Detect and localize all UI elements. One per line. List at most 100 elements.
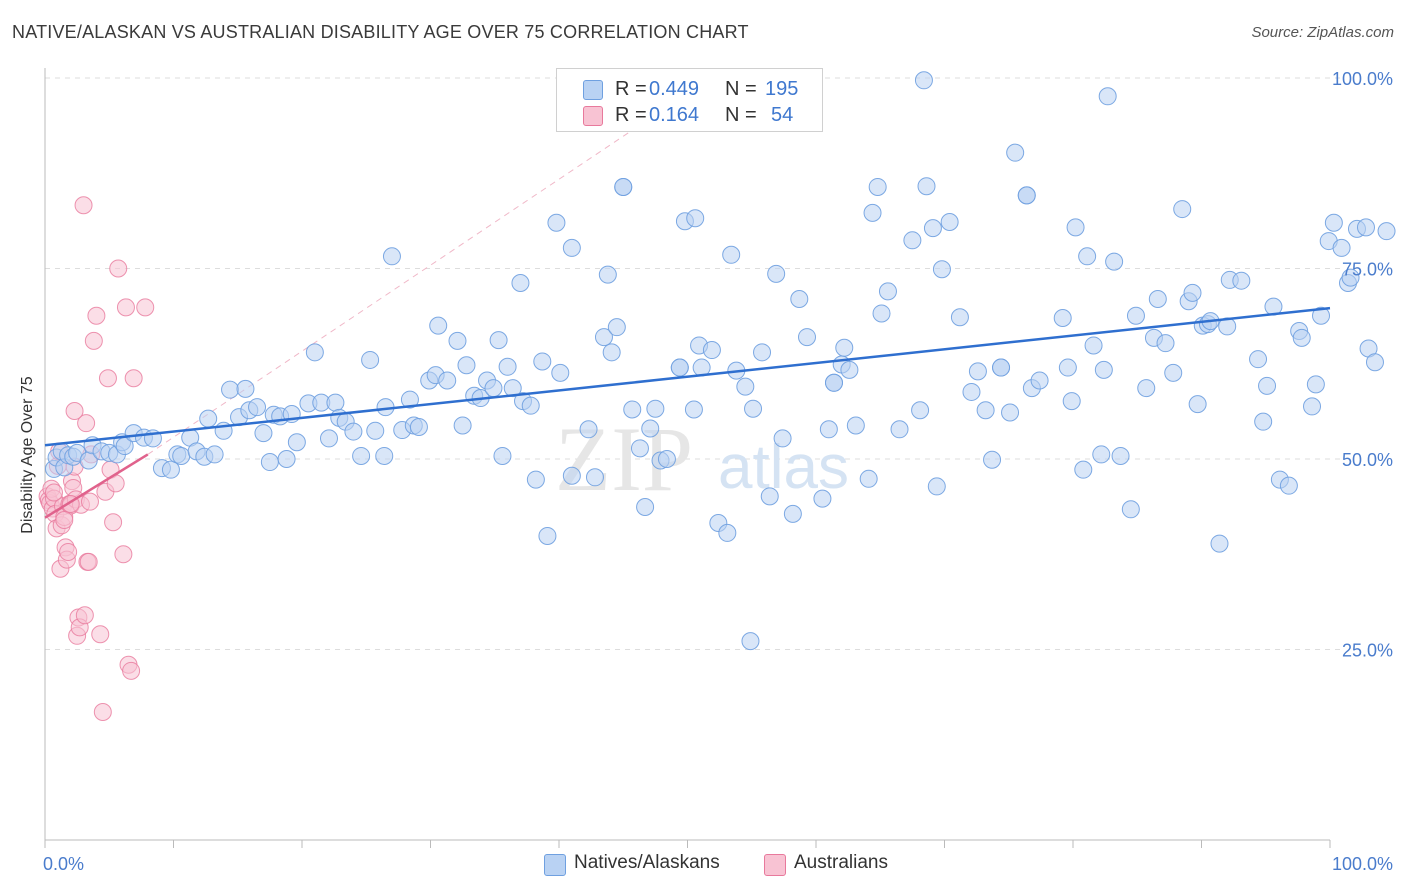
data-point-natives xyxy=(783,504,802,523)
stats-legend: R = 0.449 N = 195 R = 0.164 N = 54 xyxy=(556,68,823,132)
data-point-australians xyxy=(80,492,99,511)
data-point-natives xyxy=(1356,218,1375,237)
data-point-natives xyxy=(607,318,626,337)
r-label: R = xyxy=(615,78,647,100)
data-point-natives xyxy=(962,382,981,401)
axes xyxy=(44,68,1331,848)
data-point-natives xyxy=(1058,358,1077,377)
data-point-natives xyxy=(438,371,457,390)
data-point-natives xyxy=(484,379,503,398)
pink-swatch xyxy=(583,106,603,126)
tick-labels: 25.0% 50.0% 75.0% 100.0% 0.0% 100.0% xyxy=(43,69,1393,874)
data-point-australians xyxy=(87,306,106,325)
data-point-natives xyxy=(602,343,621,362)
legend-label: Natives/Alaskans xyxy=(574,852,720,873)
data-point-natives xyxy=(254,424,273,443)
data-point-natives xyxy=(205,445,224,464)
data-point-natives xyxy=(448,331,467,350)
data-point-natives xyxy=(1312,306,1331,325)
data-point-natives xyxy=(1053,309,1072,328)
data-point-natives xyxy=(1292,328,1311,347)
r-value: 0.164 xyxy=(649,104,700,126)
y-tick-label: 75.0% xyxy=(1342,260,1393,280)
data-point-australians xyxy=(65,401,84,420)
data-point-natives xyxy=(598,265,617,284)
y-tick-label: 100.0% xyxy=(1332,69,1393,89)
data-point-natives xyxy=(1078,247,1097,266)
data-point-australians xyxy=(136,298,155,317)
data-point-natives xyxy=(498,357,517,376)
legend-label: Australians xyxy=(794,852,888,873)
data-point-natives xyxy=(927,477,946,496)
data-point-natives xyxy=(736,377,755,396)
data-point-natives xyxy=(819,420,838,439)
source-label: Source: ZipAtlas.com xyxy=(1251,24,1394,41)
data-point-natives xyxy=(172,446,191,465)
data-point-natives xyxy=(457,356,476,375)
data-point-natives xyxy=(493,446,512,465)
data-point-natives xyxy=(744,399,763,418)
data-point-natives xyxy=(878,282,897,301)
data-point-natives xyxy=(1017,186,1036,205)
data-point-natives xyxy=(767,264,786,283)
data-point-natives xyxy=(614,177,633,196)
data-point-natives xyxy=(911,401,930,420)
data-point-natives xyxy=(361,350,380,369)
data-point-natives xyxy=(630,439,649,458)
data-point-natives xyxy=(1332,238,1351,257)
data-point-natives xyxy=(1303,397,1322,416)
data-point-natives xyxy=(983,450,1002,469)
n-label: N = xyxy=(725,78,757,100)
data-point-natives xyxy=(538,526,557,545)
data-point-australians xyxy=(59,542,78,561)
data-point-natives xyxy=(489,331,508,350)
y-axis-label: Disability Age Over 75 xyxy=(19,376,36,534)
data-point-natives xyxy=(623,400,642,419)
data-point-natives xyxy=(1188,395,1207,414)
data-point-natives xyxy=(968,362,987,381)
data-point-natives xyxy=(1249,350,1268,369)
data-point-natives xyxy=(923,219,942,238)
data-point-natives xyxy=(1126,306,1145,325)
data-point-australians xyxy=(91,625,110,644)
data-point-natives xyxy=(722,245,741,264)
data-point-natives xyxy=(1074,460,1093,479)
chart-title: NATIVE/ALASKAN VS AUSTRALIAN DISABILITY … xyxy=(12,22,749,42)
data-point-natives xyxy=(1121,500,1140,519)
data-point-australians xyxy=(79,552,98,571)
data-point-natives xyxy=(344,422,363,441)
data-point-natives xyxy=(1183,283,1202,302)
data-point-natives xyxy=(890,420,909,439)
data-point-natives xyxy=(1092,445,1111,464)
data-point-natives xyxy=(260,453,279,472)
data-point-natives xyxy=(950,308,969,327)
reference-line xyxy=(147,92,688,455)
data-point-natives xyxy=(1006,143,1025,162)
data-point-natives xyxy=(352,446,371,465)
data-point-natives xyxy=(526,470,545,489)
data-point-natives xyxy=(511,273,530,292)
data-point-natives xyxy=(1258,376,1277,395)
data-point-natives xyxy=(287,433,306,452)
data-point-natives xyxy=(1377,222,1396,241)
data-point-natives xyxy=(319,429,338,448)
grid xyxy=(45,77,1340,650)
data-point-natives xyxy=(976,401,995,420)
data-point-natives xyxy=(375,446,394,465)
data-point-natives xyxy=(718,523,737,542)
data-point-natives xyxy=(992,358,1011,377)
data-point-natives xyxy=(702,341,721,360)
data-point-natives xyxy=(236,379,255,398)
blue-swatch xyxy=(544,854,566,876)
data-point-natives xyxy=(1341,268,1360,287)
data-point-australians xyxy=(55,510,74,529)
data-point-natives xyxy=(859,469,878,488)
data-point-natives xyxy=(641,419,660,438)
data-point-australians xyxy=(84,331,103,350)
data-point-natives xyxy=(277,450,296,468)
data-point-natives xyxy=(562,238,581,257)
data-point-australians xyxy=(114,545,133,564)
data-point-natives xyxy=(562,466,581,485)
data-point-natives xyxy=(248,398,267,417)
